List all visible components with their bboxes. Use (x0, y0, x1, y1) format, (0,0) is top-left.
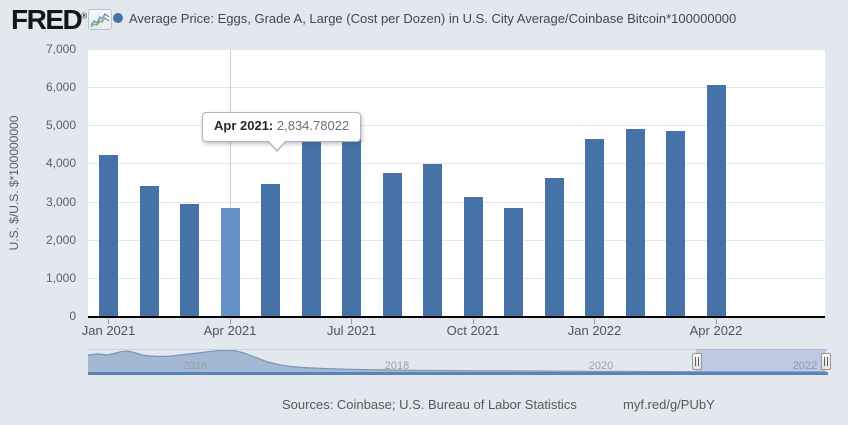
bar-Apr-2022[interactable] (706, 85, 726, 316)
gridline (88, 163, 825, 164)
fred-logo-chart-icon (88, 9, 112, 30)
x-tick-label: Jul 2021 (326, 323, 377, 338)
gridline (88, 278, 825, 279)
bar-Apr-2021[interactable] (220, 208, 240, 316)
x-tick-mark (715, 319, 717, 324)
bar-Jun-2021[interactable] (301, 142, 321, 316)
x-tick-mark (594, 319, 595, 324)
date-range-navigator[interactable]: 2016 2018 2020 2022 (87, 349, 831, 376)
x-tick-label: Apr 2022 (689, 323, 743, 338)
bar-Feb-2021[interactable] (139, 186, 159, 316)
bar-Oct-2021[interactable] (463, 197, 483, 316)
y-tick-label: 3,000 (45, 194, 76, 209)
navigator-year-label: 2018 (384, 360, 410, 372)
gridline (88, 125, 825, 126)
bar-Nov-2021[interactable] (504, 208, 523, 316)
bar-Sep-2021[interactable] (423, 164, 442, 316)
navigator-selected-range[interactable] (696, 349, 826, 373)
y-tick-label: 0 (69, 309, 76, 323)
tooltip: Apr 2021: 2,834.78022 (202, 112, 362, 152)
y-tick-label: 6,000 (45, 80, 76, 95)
bar-Jan-2021[interactable] (99, 155, 118, 316)
y-tick-label: 5,000 (45, 118, 76, 133)
sources-text: Sources: Coinbase; U.S. Bureau of Labor … (282, 397, 577, 412)
navigator-axis-line (88, 372, 828, 375)
bar-May-2021[interactable] (261, 184, 280, 316)
bar-Aug-2021[interactable] (382, 173, 402, 316)
short-url-link[interactable]: myf.red/g/PUbY (623, 397, 715, 412)
gridline (88, 202, 825, 203)
x-tick-mark (351, 319, 352, 324)
bar-Mar-2022[interactable] (666, 131, 685, 316)
gridline (88, 87, 825, 88)
chart-title: Average Price: Eggs, Grade A, Large (Cos… (129, 11, 737, 26)
x-tick-mark (108, 319, 109, 324)
navigator-year-label: 2020 (588, 360, 614, 372)
series-legend-dot (113, 13, 123, 23)
y-axis-title: U.S. $/U.S. $*100000000 (7, 115, 21, 251)
navigator-right-handle[interactable] (821, 353, 831, 370)
navigator-preview-chart (87, 349, 825, 373)
x-tick-label: Jan 2021 (81, 323, 136, 338)
bar-Jul-2021[interactable] (342, 135, 361, 316)
navigator-year-label: 2016 (182, 360, 208, 372)
tooltip-date: Apr 2021: (214, 118, 274, 133)
gridline (88, 240, 825, 241)
plot-area[interactable] (88, 49, 825, 318)
tooltip-value: 2,834.78022 (276, 118, 350, 133)
registered-mark: ® (81, 11, 88, 21)
x-tick-label: Jan 2022 (567, 323, 622, 338)
gridline (88, 49, 825, 50)
navigator-left-handle[interactable] (692, 353, 702, 370)
x-tick-label: Apr 2021 (203, 323, 257, 338)
y-tick-label: 1,000 (45, 270, 76, 285)
bar-Feb-2022[interactable] (625, 129, 645, 316)
navigator-year-label: 2022 (792, 360, 818, 372)
navigator-top-border (88, 349, 828, 350)
x-tick-mark (472, 319, 474, 324)
x-tick-mark (229, 319, 231, 324)
fred-logo: FRED® (11, 4, 88, 35)
header: FRED® Average Price: Eggs, Grade A, Larg… (0, 0, 848, 40)
y-tick-label: 2,000 (45, 232, 76, 247)
hover-crosshair (229, 49, 231, 316)
bar-Jan-2022[interactable] (585, 139, 604, 316)
y-tick-label: 7,000 (45, 42, 76, 56)
bar-Mar-2021[interactable] (180, 204, 199, 316)
bar-Dec-2021[interactable] (544, 178, 564, 316)
x-tick-label: Oct 2021 (446, 323, 500, 338)
y-tick-label: 4,000 (45, 156, 76, 171)
